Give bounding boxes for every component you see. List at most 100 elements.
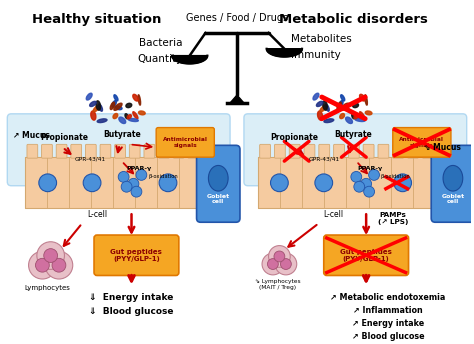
FancyBboxPatch shape [431,145,474,222]
Ellipse shape [365,111,372,115]
Ellipse shape [114,103,122,110]
Ellipse shape [127,115,131,119]
Ellipse shape [353,103,358,108]
Ellipse shape [112,100,116,107]
FancyBboxPatch shape [42,144,52,158]
Text: Healthy situation: Healthy situation [32,13,162,26]
Ellipse shape [360,94,365,101]
Ellipse shape [133,94,138,101]
Circle shape [274,251,285,262]
Text: Goblet
cell: Goblet cell [441,194,465,204]
FancyBboxPatch shape [129,144,140,158]
Circle shape [37,242,64,269]
Circle shape [361,178,372,189]
Ellipse shape [138,111,145,115]
Ellipse shape [317,101,323,107]
Ellipse shape [93,105,100,112]
FancyBboxPatch shape [393,144,404,158]
Ellipse shape [354,115,358,119]
FancyBboxPatch shape [94,235,179,276]
FancyBboxPatch shape [144,144,155,158]
Circle shape [354,181,365,192]
Ellipse shape [323,101,327,110]
Circle shape [52,258,66,272]
FancyBboxPatch shape [71,144,82,158]
FancyBboxPatch shape [274,144,285,158]
Text: GPR-43/41: GPR-43/41 [308,156,339,161]
Circle shape [267,259,278,269]
FancyBboxPatch shape [324,235,409,276]
Polygon shape [172,56,208,64]
Text: Metabolic disorders: Metabolic disorders [279,13,428,26]
Text: ↗ Blood glucose: ↗ Blood glucose [352,332,424,341]
Ellipse shape [90,101,96,107]
Ellipse shape [97,119,107,122]
FancyBboxPatch shape [7,114,230,186]
Circle shape [271,174,288,192]
FancyBboxPatch shape [56,144,67,158]
Ellipse shape [126,103,132,108]
Circle shape [39,174,56,192]
Text: Butyrate: Butyrate [103,130,140,139]
FancyBboxPatch shape [159,144,169,158]
FancyBboxPatch shape [363,144,374,158]
Ellipse shape [313,93,319,100]
Text: Antimicrobial
signals: Antimicrobial signals [400,137,444,148]
FancyBboxPatch shape [378,144,389,158]
FancyBboxPatch shape [348,144,359,158]
Circle shape [281,259,292,269]
Ellipse shape [324,119,334,122]
FancyBboxPatch shape [393,128,451,157]
Text: Propionate: Propionate [40,133,89,142]
Circle shape [28,251,56,279]
Circle shape [44,249,57,262]
Circle shape [351,171,362,182]
FancyBboxPatch shape [100,144,111,158]
Text: ↗ Inflammation: ↗ Inflammation [353,306,423,315]
Text: Immunity: Immunity [291,50,341,60]
FancyBboxPatch shape [115,144,126,158]
Text: L-cell: L-cell [324,211,344,219]
Circle shape [83,174,101,192]
Ellipse shape [99,104,102,111]
Ellipse shape [352,114,355,119]
Text: PPAR-γ: PPAR-γ [357,166,383,171]
Ellipse shape [346,117,353,123]
Text: Lymphocytes: Lymphocytes [25,285,71,291]
FancyBboxPatch shape [319,144,330,158]
Ellipse shape [91,111,96,120]
Text: Metabolites: Metabolites [291,34,352,44]
Text: Bacteria: Bacteria [139,38,183,48]
Text: ↗ Energy intake: ↗ Energy intake [352,319,424,328]
FancyBboxPatch shape [85,144,96,158]
Ellipse shape [320,105,327,112]
Text: PPAR-γ: PPAR-γ [127,166,152,171]
Text: Gut peptides
(PYY/GLP-1): Gut peptides (PYY/GLP-1) [110,249,163,262]
Ellipse shape [340,114,345,119]
FancyBboxPatch shape [260,144,271,158]
Text: Propionate: Propionate [270,133,318,142]
Ellipse shape [114,95,118,101]
Ellipse shape [113,114,118,119]
Text: ⇓  Energy intake: ⇓ Energy intake [89,293,173,302]
Text: Antimicrobial
signals: Antimicrobial signals [163,137,208,148]
FancyBboxPatch shape [173,144,184,158]
Text: β-oxidation: β-oxidation [381,174,410,179]
Circle shape [369,170,380,180]
Text: ↗ Metabolic endotoxemia: ↗ Metabolic endotoxemia [330,293,446,302]
Text: L-cell: L-cell [87,211,107,219]
Polygon shape [266,49,302,57]
Ellipse shape [325,104,329,111]
FancyBboxPatch shape [408,144,419,158]
Text: Genes / Food / Drugs: Genes / Food / Drugs [186,13,288,23]
FancyBboxPatch shape [244,114,467,186]
Ellipse shape [337,102,341,109]
Ellipse shape [110,102,115,109]
FancyBboxPatch shape [258,157,435,208]
Circle shape [275,253,297,275]
Ellipse shape [125,114,128,119]
FancyBboxPatch shape [27,144,38,158]
Ellipse shape [96,101,100,110]
Text: ⇓  Blood glucose: ⇓ Blood glucose [89,307,174,316]
Polygon shape [230,95,244,103]
